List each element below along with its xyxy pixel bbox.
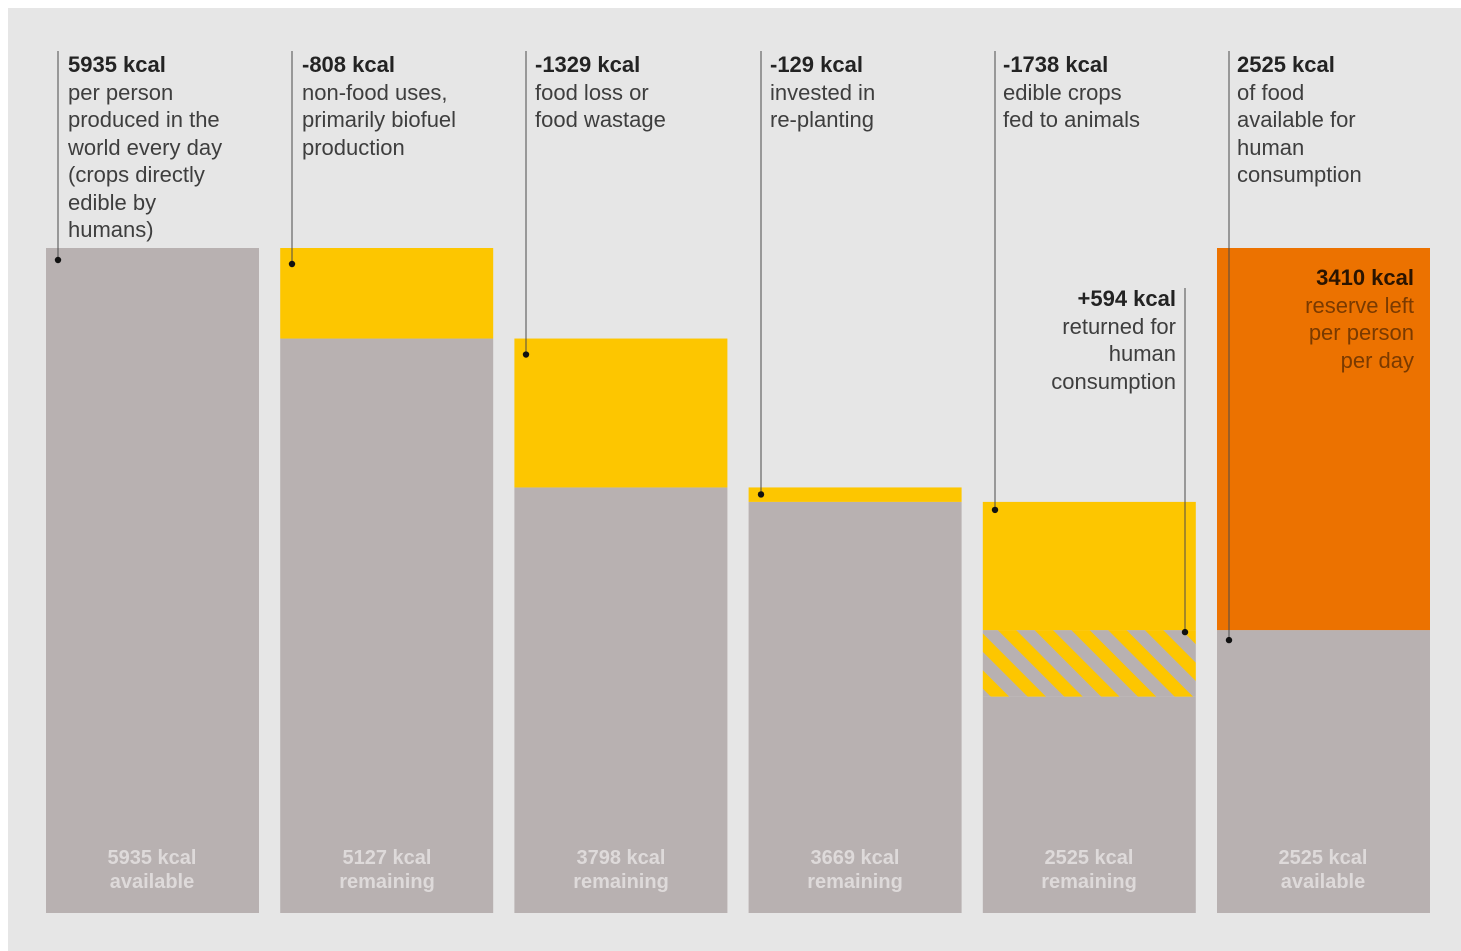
leader-dot xyxy=(288,260,296,268)
step-value: -808 kcal xyxy=(302,52,395,77)
bar-reserve xyxy=(1217,248,1430,631)
step-description: edible crops fed to animals xyxy=(1003,79,1140,133)
bar-bottom-label-1: 5935 kcal available xyxy=(46,846,258,894)
bar-loss xyxy=(280,248,494,339)
step-description: invested in re-planting xyxy=(770,79,876,133)
bar-loss xyxy=(514,338,728,488)
bar-bottom-label-5: 2525 kcal remaining xyxy=(983,846,1195,894)
reserve-annotation: 3410 kcal reserve left per person per da… xyxy=(1220,264,1414,374)
step-header-4: -129 kcal invested in re-planting xyxy=(770,51,875,134)
step-value: 5935 kcal xyxy=(68,52,166,77)
bottom-value: 2525 kcal xyxy=(1278,847,1368,869)
leader-dot xyxy=(991,506,999,514)
annotation-value: 3410 kcal xyxy=(1316,265,1414,290)
bar-bottom-label-2: 5127 kcal remaining xyxy=(281,846,493,894)
bar-available xyxy=(46,248,259,913)
leader-dot xyxy=(757,491,765,498)
step-header-5: -1738 kcal edible crops fed to animals xyxy=(1003,51,1140,134)
annotation-description: returned for human consumption xyxy=(1051,313,1176,394)
bar-available xyxy=(1217,630,1430,913)
step-value: 2525 kcal xyxy=(1237,52,1335,77)
annotation-value: +594 kcal xyxy=(1077,286,1176,311)
bottom-caption: available xyxy=(109,871,195,893)
bar-remaining xyxy=(280,338,494,913)
returned-annotation: +594 kcal returned for human consumption xyxy=(974,285,1176,395)
chart-svg xyxy=(8,8,1461,951)
bar-loss xyxy=(748,487,962,502)
bar-remaining xyxy=(514,487,728,913)
step-description: non-food uses, primarily biofuel product… xyxy=(302,79,457,160)
step-value: -1738 kcal xyxy=(1003,52,1109,77)
bar-bottom-label-3: 3798 kcal remaining xyxy=(515,846,727,894)
bar-bottom-label-4: 3669 kcal remaining xyxy=(749,846,961,894)
leader-dot xyxy=(522,351,530,358)
step-value: -129 kcal xyxy=(770,52,863,77)
bottom-value: 3798 kcal xyxy=(576,847,666,869)
leader-dot xyxy=(54,256,62,264)
bottom-value: 2525 kcal xyxy=(1044,847,1134,869)
step-header-1: 5935 kcal per person produced in the wor… xyxy=(68,51,222,244)
step-header-6: 2525 kcal of food available for human co… xyxy=(1237,51,1362,189)
bar-remaining xyxy=(982,696,1196,913)
bottom-caption: remaining xyxy=(573,871,669,893)
step-description: of food available for human consumption xyxy=(1237,79,1362,188)
step-value: -1329 kcal xyxy=(535,52,641,77)
bar-remaining xyxy=(748,501,962,913)
annotation-description: reserve left per person per day xyxy=(1305,292,1414,373)
bottom-value: 5935 kcal xyxy=(107,847,197,869)
leader-dot xyxy=(1225,636,1233,644)
returned-leader-dot xyxy=(1181,628,1189,636)
bar-loss xyxy=(982,501,1196,631)
bottom-caption: remaining xyxy=(339,871,435,893)
bottom-value: 5127 kcal xyxy=(342,847,432,869)
bar-returned-hatched xyxy=(982,630,1196,697)
waterfall-chart: 5935 kcal per person produced in the wor… xyxy=(8,8,1461,951)
step-description: food loss or food wastage xyxy=(535,79,666,133)
step-header-3: -1329 kcal food loss or food wastage xyxy=(535,51,666,134)
step-header-2: -808 kcal non-food uses, primarily biofu… xyxy=(302,51,456,161)
bottom-caption: remaining xyxy=(1041,871,1137,893)
bottom-caption: remaining xyxy=(807,871,903,893)
step-description: per person produced in the world every d… xyxy=(68,79,223,243)
bar-bottom-label-6: 2525 kcal available xyxy=(1217,846,1429,894)
bottom-value: 3669 kcal xyxy=(810,847,900,869)
bottom-caption: available xyxy=(1280,871,1366,893)
